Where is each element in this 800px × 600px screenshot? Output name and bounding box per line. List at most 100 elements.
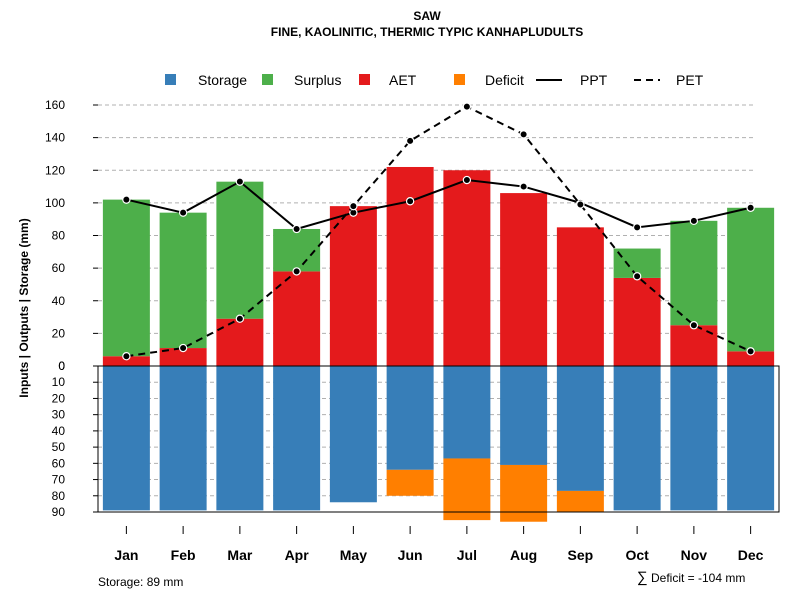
legend-label-storage: Storage [198,72,247,88]
bar-aet [500,193,548,366]
point-ppt [292,224,301,234]
legend-label-surplus: Surplus [294,72,341,88]
bar-aet [159,348,207,366]
y-tick-label-lower: 30 [52,408,66,422]
legend: Storage Surplus AET Deficit PPT PET [165,72,704,88]
bar-surplus [102,199,150,357]
bar-deficit [500,464,548,522]
point-pet [576,200,585,209]
bar-storage [443,366,491,459]
legend-swatch-deficit [454,74,465,85]
y-tick-label-lower: 60 [52,456,66,470]
series-lines [122,102,755,361]
bar-surplus [727,207,775,352]
x-tick-label: Feb [171,547,196,563]
point-ppt [689,216,699,226]
chart-subtitle: FINE, KAOLINITIC, THERMIC TYPIC KANHAPLU… [271,25,583,39]
y-tick-label-upper: 80 [52,229,66,243]
y-tick-label-upper: 120 [45,163,65,177]
y-tick-label-lower: 80 [52,489,66,503]
legend-label-aet: AET [389,72,417,88]
point-pet [178,343,188,353]
point-pet [746,347,755,356]
y-tick-label-lower: 20 [52,391,66,405]
y-tick-label-upper: 40 [52,294,66,308]
x-tick-label: Apr [285,547,310,563]
y-tick-label-lower: 0 [58,359,65,373]
bar-storage [727,366,775,511]
x-tick-label: Jul [457,547,477,563]
bar-aet [329,206,377,366]
x-tick-label: Jun [398,547,423,563]
bar-aet [386,166,434,366]
bar-aet [273,271,321,366]
y-tick-label-upper: 60 [52,261,66,275]
x-tick-label: Oct [625,547,649,563]
bar-storage [159,366,207,511]
point-ppt [235,177,245,186]
y-tick-label-lower: 40 [52,424,66,438]
tick-labels: 0204060801001201401600102030405060708090… [45,98,764,563]
bar-storage [500,366,548,465]
legend-label-deficit: Deficit [485,72,524,88]
storage-footnote: Storage: 89 mm [98,575,183,589]
x-tick-label: Dec [738,547,764,563]
bar-storage [273,366,321,511]
bar-deficit [386,469,434,496]
point-pet [689,321,699,330]
x-tick-label: Aug [510,547,537,563]
deficit-footnote: Deficit = -104 mm [651,571,745,585]
x-tick-label: May [340,547,367,563]
legend-swatch-surplus [262,74,273,85]
bar-aet [102,356,150,366]
y-tick-label-upper: 160 [45,98,65,112]
point-pet [519,130,528,139]
x-tick-label: Nov [681,547,708,563]
point-pet [632,272,642,281]
chart-title: SAW [413,9,441,23]
point-ppt [632,223,642,232]
bar-storage [670,366,718,511]
line-ppt [126,179,751,231]
x-tick-label: Jan [114,547,138,563]
point-pet [235,314,245,323]
line-pet [126,105,752,358]
point-pet [405,136,415,146]
x-tick-label: Mar [227,547,252,563]
y-tick-label-lower: 50 [52,440,66,454]
legend-swatch-storage [165,74,176,85]
legend-swatch-aet [359,74,370,85]
bar-aet [216,318,264,366]
y-axis-title: Inputs | Outputs | Storage (mm) [17,218,31,397]
sum-symbol-icon: ∑ [637,569,648,586]
y-tick-label-upper: 0 [58,359,65,373]
y-tick-label-upper: 140 [45,131,65,145]
point-ppt [178,208,188,217]
bar-aet [443,170,491,366]
bar-surplus [216,181,264,319]
bar-aet [727,351,775,366]
bar-surplus [273,228,321,272]
bar-aet [613,277,661,366]
axes [93,104,780,534]
y-tick-label-upper: 20 [52,326,66,340]
legend-label-ppt: PPT [580,72,608,88]
bar-storage [613,366,661,511]
bar-storage [216,366,264,511]
bar-storage [386,366,434,470]
bar-aet [670,325,718,366]
point-pet [122,352,131,361]
bar-storage [329,366,377,503]
point-pet [292,267,301,276]
y-tick-label-lower: 10 [52,375,66,389]
x-tick-label: Sep [568,547,594,563]
point-pet [462,102,472,111]
point-ppt [462,175,472,185]
y-tick-label-upper: 100 [45,196,65,210]
y-tick-label-lower: 70 [52,473,66,487]
point-ppt [405,197,415,206]
bar-storage [102,366,150,511]
bar-deficit [443,458,491,521]
lower-panel-bars [102,366,775,522]
legend-label-pet: PET [676,72,704,88]
